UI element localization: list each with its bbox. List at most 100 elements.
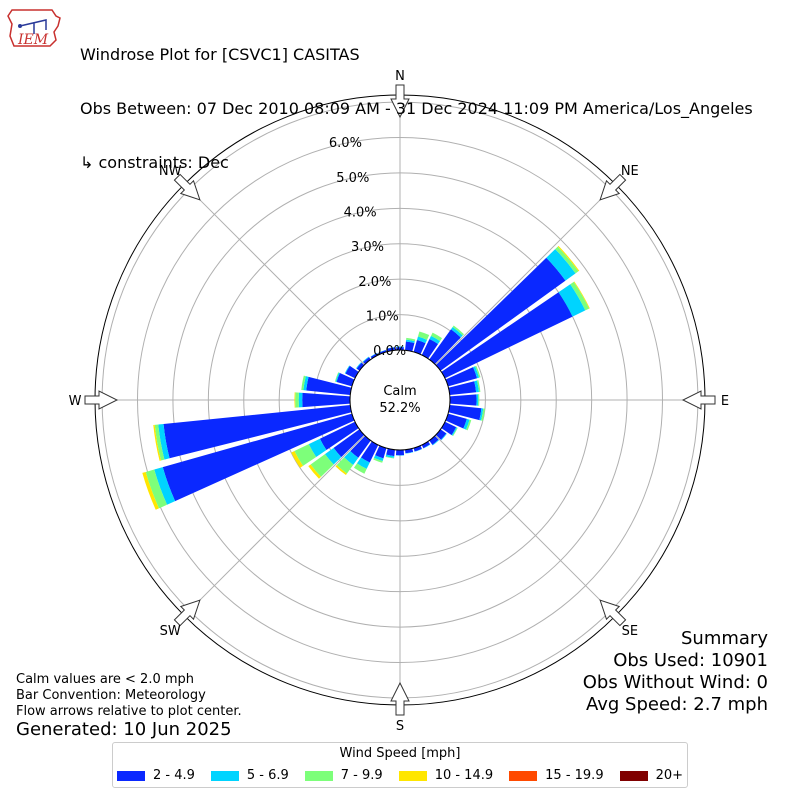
bar-segment [405,339,415,343]
bar-segment [557,245,580,272]
obs-without-wind: Obs Without Wind: 0 [582,672,768,693]
bar-segment [319,421,359,451]
bar-segment [478,394,480,406]
chart-title: Windrose Plot for [CSVC1] CASITAS [80,45,360,64]
generated-date: Generated: 10 Jun 2025 [16,719,232,740]
flow-arrow [390,681,410,716]
bar-segment [333,429,365,458]
bar-segment [417,331,430,340]
bar-segment [356,457,370,469]
bar-segment [302,392,351,408]
bar-segment [344,451,359,465]
bar-segment [474,380,479,393]
bar-segment [405,341,415,352]
bar-segment [395,449,405,456]
flow-arrow [390,84,410,119]
bar-segment [481,408,485,421]
bar-segment [414,448,423,452]
bar-segment [558,284,586,317]
bar-segment [303,376,309,391]
bar-segment [451,326,463,338]
windrose-bars [142,245,590,510]
radial-tick-label: 4.0% [344,206,377,221]
bar-segment [295,392,299,408]
bar-segment [301,375,306,391]
legend-title: Wind Speed [mph] [339,746,461,761]
constraints: ↳ constraints: Dec [80,153,229,172]
bar-segment [452,325,464,336]
bar-segment [441,421,457,436]
legend: Wind Speed [mph] 2 - 4.9 5 - 6.9 7 - 9.9 10… [112,742,688,788]
legend-swatch [509,770,538,781]
bar-segment [370,352,378,357]
grid-spoke [183,183,365,365]
flow-arrow [681,390,716,410]
bar-segment [294,444,317,466]
bar-segment [362,356,370,363]
iem-logo: IEM [6,6,66,50]
legend-swatch [619,770,648,781]
bar-segment [145,469,168,509]
compass-label: W [69,394,82,409]
bar-segment [308,438,327,457]
flow-arrow [173,173,201,201]
title-block: Windrose Plot for [CSVC1] CASITAS Obs Be… [80,10,753,190]
bar-segment [429,435,439,445]
bar-segment [158,424,170,460]
bar-segment [396,346,404,348]
flow-arrow [84,390,119,410]
bar-segment [452,427,458,437]
grid-spoke [183,435,365,617]
bar-segment [154,424,165,461]
bar-segment [291,451,303,468]
bar-segment [345,365,359,379]
bar-segment [416,336,428,344]
calm-area: Calm 52.2% [349,349,451,451]
legend-label: 5 - 6.9 [246,768,289,783]
bar-segment [335,372,340,383]
legend-swatch [116,770,145,781]
bar-segment [445,413,467,429]
radial-tick-label: 6.0% [329,136,362,151]
bar-segment [395,455,405,456]
radial-tick-labels: 0.0% 1.0% 2.0% 3.0% 4.0% 5.0% 6.0% [329,136,406,359]
calm-circle [349,349,451,451]
legend-item: 10 - 14.9 [398,768,493,783]
flow-arrow [173,599,201,627]
calm-label: Calm [383,384,416,399]
bar-segment [385,456,395,459]
bar-segment [308,464,321,479]
bar-segment [463,418,470,430]
grid-spoke [435,435,617,617]
bar-segment [431,332,443,342]
bar-segment [432,439,440,446]
bar-segment [324,447,342,465]
bar-segment [413,339,426,355]
avg-speed: Avg Speed: 2.7 mph [586,694,768,715]
logo-text: IEM [17,32,49,48]
bar-segment [310,454,334,477]
compass-label: E [721,394,729,409]
bar-segment [355,362,362,369]
compass-label: N [395,69,405,84]
radial-tick-label: 3.0% [351,240,384,255]
bar-segment [406,337,416,342]
calm-value: 52.2% [379,401,420,416]
bar-segment [386,448,395,457]
bar-segment [370,353,379,359]
bar-segment [360,441,379,463]
flow-arrow [599,599,627,627]
legend-label: 20+ [655,768,684,783]
obs-between: Obs Between: 07 Dec 2010 08:09 AM - 31 D… [80,99,753,118]
bar-segment [350,435,371,458]
bar-segment [373,457,383,463]
legend-item: 20+ [619,768,684,783]
bar-segment [448,381,477,395]
bar-segment [396,347,404,351]
compass-label: NE [621,164,639,179]
bar-segment [423,444,431,449]
bar-segment [336,372,355,387]
bar-segment [429,329,461,365]
bar-segment [440,433,447,441]
bar-segment [294,392,296,408]
